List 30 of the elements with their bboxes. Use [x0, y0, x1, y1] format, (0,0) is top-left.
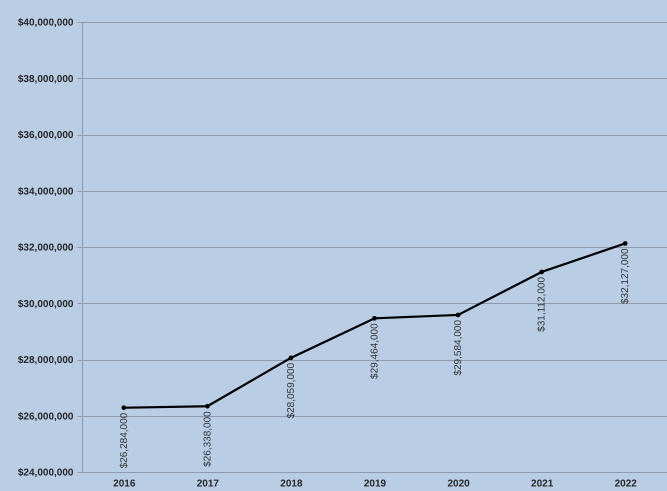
y-tick-label: $32,000,000	[18, 242, 74, 254]
x-tick-label: 2016	[113, 478, 136, 490]
point	[372, 316, 377, 321]
point	[539, 270, 544, 274]
data-label: $29,464,000	[370, 322, 380, 379]
data-label: $32,127,000	[620, 248, 632, 304]
x-tick-label: 2018	[280, 478, 303, 490]
y-tick-label: $24,000,000	[18, 468, 74, 478]
data-label: $28,059,000	[286, 362, 297, 418]
x-tick-label: 2020	[447, 478, 470, 490]
point	[456, 312, 460, 318]
x-tick-label: 2019	[364, 478, 387, 490]
point	[622, 241, 628, 246]
data-label: $26,338,000	[202, 410, 214, 467]
x-tick-label: 2022	[614, 478, 638, 490]
point	[205, 404, 210, 409]
point	[288, 356, 294, 360]
y-tick-label: $36,000,000	[18, 130, 74, 141]
data-label: $29,584,000	[453, 320, 464, 376]
x-tick-label: 2021	[531, 478, 554, 490]
y-tick-label: $26,000,000	[18, 411, 74, 422]
point	[121, 405, 126, 410]
data-label: $26,284,000	[118, 412, 130, 468]
x-tick-label: 2017	[196, 478, 220, 490]
data-label: $31,112,000	[536, 276, 548, 332]
y-tick-label: $38,000,000	[18, 74, 74, 85]
y-tick-label: $30,000,000	[18, 298, 74, 310]
y-tick-label: $34,000,000	[18, 186, 74, 198]
y-tick-label: $28,000,000	[18, 355, 74, 366]
y-tick-label: $40,000,000	[18, 18, 74, 28]
